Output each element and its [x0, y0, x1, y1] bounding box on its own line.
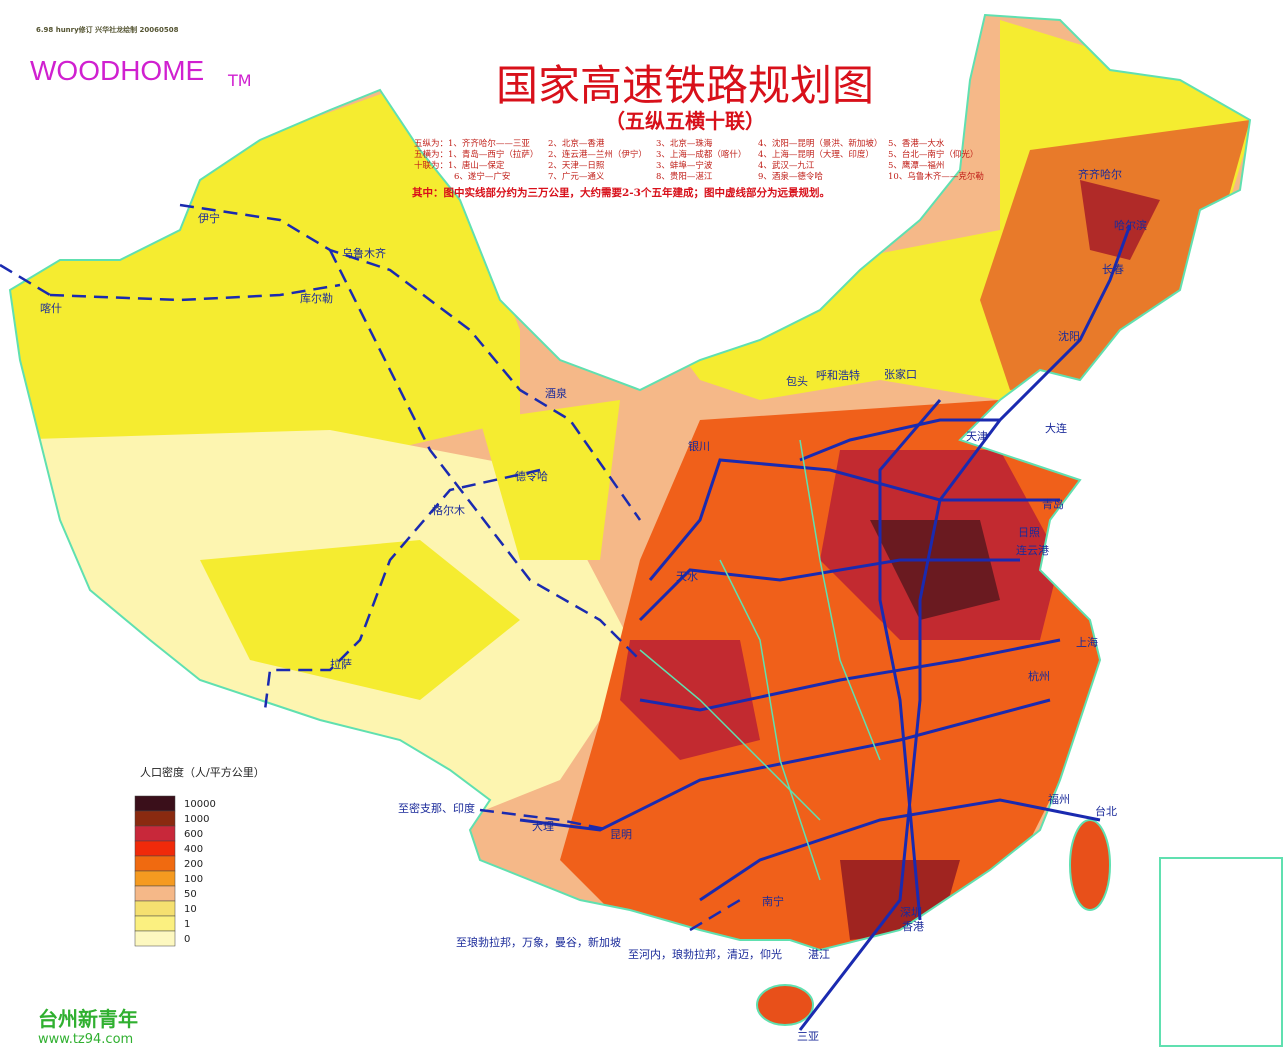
- legend-label: 400: [184, 844, 203, 855]
- route-item: 10、乌鲁木齐——克尔勒: [888, 171, 984, 182]
- city-label: 湛江: [808, 948, 830, 961]
- city-label: 连云港: [1016, 544, 1049, 557]
- city-label: 呼和浩特: [816, 368, 860, 382]
- subtitle: （五纵五横十联）: [605, 109, 765, 133]
- legend-label: 600: [184, 829, 203, 840]
- city-label: 德令哈: [515, 469, 548, 483]
- legend-label: 10000: [184, 799, 216, 810]
- city-label: 沈阳: [1058, 329, 1080, 343]
- city-label: 深圳: [900, 906, 922, 919]
- watermark-url: www.tz94.com: [38, 1032, 133, 1047]
- route-item: 2、北京—香港: [548, 138, 605, 149]
- route-item: 2、连云港—兰州（伊宁）: [548, 149, 647, 160]
- route-item: 8、贵阳—湛江: [656, 171, 713, 182]
- city-label: 张家口: [884, 367, 917, 381]
- city-label: 喀什: [40, 302, 62, 315]
- sichuan-basin: [620, 640, 760, 760]
- route-item: 5、台北—南宁（仰光）: [888, 149, 978, 160]
- city-label: 上海: [1076, 635, 1098, 649]
- city-label: 三亚: [797, 1030, 819, 1043]
- legend-swatch: [134, 915, 176, 932]
- route-item: 十联为：1、唐山—保定: [414, 160, 505, 171]
- route-item: 4、上海—昆明（大理、印度）: [758, 149, 874, 160]
- note: 其中：图中实线部分约为三万公里，大约需要2-3个五年建成；图中虚线部分为远景规划…: [412, 186, 830, 199]
- city-label: 南宁: [762, 894, 784, 908]
- hainan: [756, 984, 814, 1026]
- route-item: 五横为：1、青岛—西宁（拉萨）: [414, 149, 538, 160]
- city-label: 酒泉: [545, 386, 567, 400]
- city-label: 至琅勃拉邦，万象，曼谷，新加坡: [456, 935, 621, 949]
- city-label: 乌鲁木齐: [342, 246, 386, 260]
- route-item: 五纵为：1、齐齐哈尔——三亚: [414, 138, 530, 149]
- legend-label: 0: [184, 934, 190, 945]
- route-item: 3、蚌埠—宁波: [656, 160, 713, 171]
- route-item: 4、沈阳—昆明（景洪、新加坡）: [758, 138, 882, 149]
- title: 国家高速铁路规划图: [496, 61, 874, 110]
- legend-swatch: [134, 810, 176, 827]
- legend-swatch: [134, 855, 176, 872]
- city-label: 齐齐哈尔: [1078, 167, 1122, 181]
- route-item: 2、天津—日照: [548, 160, 605, 171]
- city-label: 伊宁: [198, 211, 220, 225]
- city-label: 哈尔滨: [1114, 218, 1147, 232]
- city-label: 杭州: [1028, 669, 1050, 683]
- legend-label: 1: [184, 919, 190, 930]
- route-item: 9、酒泉—德令哈: [758, 171, 823, 182]
- city-label: 至河内，琅勃拉邦，清迈，仰光: [628, 947, 782, 961]
- city-label: 包头: [786, 375, 808, 388]
- credit: 6.98 hunry修订 兴华社龙绘制 20060508: [36, 25, 179, 34]
- solid-routes: [519, 224, 1132, 1031]
- route-item: 6、遂宁—广安: [454, 171, 510, 182]
- legend-swatch: [134, 930, 176, 947]
- city-label: 格尔木: [432, 503, 465, 517]
- route-item: 3、上海—成都（喀什）: [656, 149, 746, 160]
- legend-label: 100: [184, 874, 203, 885]
- legend-swatch: [134, 870, 176, 887]
- city-label: 拉萨: [330, 657, 352, 671]
- city-label: 昆明: [610, 828, 632, 841]
- legend-title: 人口密度（人/平方公里）: [140, 765, 265, 779]
- harbin-area: [1080, 180, 1160, 260]
- route-item: 5、香港—大水: [888, 138, 945, 149]
- tibet-yellow: [200, 540, 520, 700]
- brand: WOODHOME: [30, 55, 204, 86]
- dense-core: [870, 520, 1000, 620]
- route-item: 3、北京—珠海: [656, 138, 713, 149]
- planned-routes: [0, 203, 741, 932]
- legend-swatch: [134, 825, 176, 842]
- city-label: 大理: [532, 819, 554, 833]
- legend-swatch: [134, 885, 176, 902]
- legend-swatch: [134, 900, 176, 917]
- route-item: 4、武汉—九江: [758, 160, 815, 171]
- city-label: 青岛: [1042, 497, 1064, 511]
- city-label: 库尔勒: [300, 292, 333, 305]
- city-label: 银川: [688, 439, 710, 453]
- brand-mark: TM: [227, 71, 252, 90]
- legend-label: 10: [184, 904, 197, 915]
- city-label: 长春: [1102, 263, 1124, 276]
- legend-swatch: [134, 840, 176, 857]
- taiwan: [1069, 819, 1111, 911]
- watermark-name: 台州新青年: [38, 1007, 138, 1031]
- city-label: 天津: [966, 430, 988, 443]
- inset-box: [1159, 857, 1283, 1047]
- legend-label: 1000: [184, 814, 209, 825]
- legend-label: 50: [184, 889, 197, 900]
- legend-swatch: [134, 795, 176, 812]
- city-label: 大连: [1045, 421, 1067, 435]
- city-label: 香港: [902, 920, 924, 933]
- city-label: 天水: [676, 570, 698, 583]
- city-label: 至密支那、印度: [398, 801, 475, 815]
- route-item: 5、鹰潭—福州: [888, 160, 944, 171]
- route-item: 7、广元—通义: [548, 171, 605, 182]
- city-label: 福州: [1048, 792, 1070, 806]
- city-label: 台北: [1095, 804, 1117, 818]
- city-label: 日照: [1018, 526, 1040, 539]
- minor-lines: [639, 439, 881, 881]
- legend-label: 200: [184, 859, 203, 870]
